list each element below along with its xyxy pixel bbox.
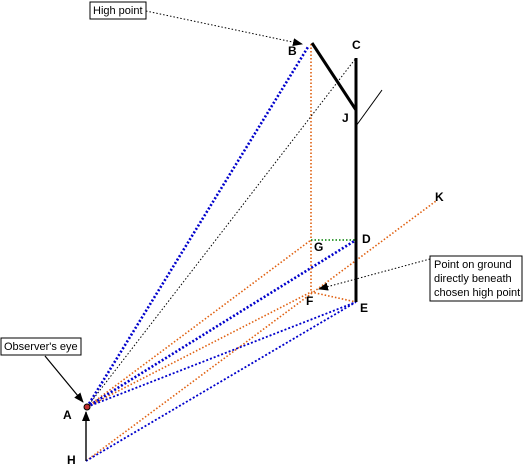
label-K: K: [435, 190, 444, 204]
line-A-E: [86, 301, 357, 408]
label-J: J: [342, 111, 349, 125]
label-D: D: [362, 232, 371, 246]
callout-ground-point-line2: directly beneath: [434, 273, 512, 285]
callout-high-point-leader: [145, 10, 303, 47]
callout-high-point: High point: [89, 1, 303, 47]
callout-high-point-text: High point: [93, 5, 143, 17]
callout-observers-eye-box: [0, 337, 82, 356]
line-A-B: [85, 46, 310, 408]
line-A-G: [86, 239, 312, 408]
label-H: H: [67, 453, 76, 467]
callout-observers-eye-text: Observer's eye: [4, 341, 78, 353]
label-C: C: [352, 38, 361, 52]
point-labels: B C J K G D F E A H: [63, 38, 444, 467]
label-B: B: [288, 44, 297, 58]
solid-structure: [82, 42, 383, 461]
callout-ground-point-line3: chosen high point: [434, 287, 520, 299]
callout-ground-point-leader: [318, 258, 431, 291]
callout-ground-point: Point on ground directly beneath chosen …: [318, 255, 523, 302]
line-H-K: [85, 200, 437, 462]
label-F: F: [306, 294, 313, 308]
orange-construction-lines: [85, 44, 437, 462]
callout-high-point-box: [89, 1, 147, 20]
callout-ground-point-line1: Point on ground: [434, 259, 512, 271]
callout-observers-eye-leader: [44, 355, 84, 403]
line-A-D: [86, 238, 357, 409]
label-A: A: [63, 408, 72, 422]
line-A-F: [86, 291, 312, 408]
segment-B-J: [310, 42, 358, 111]
blue-sight-lines: [85, 46, 357, 462]
label-E: E: [360, 301, 368, 315]
line-H-E: [85, 301, 357, 462]
eye-point-A: [83, 403, 91, 411]
label-G: G: [314, 240, 323, 254]
callout-observers-eye: Observer's eye: [0, 337, 84, 403]
callout-ground-point-box: [429, 255, 523, 302]
tangent-line-J: [355, 89, 383, 127]
line-F-E: [310, 291, 357, 303]
